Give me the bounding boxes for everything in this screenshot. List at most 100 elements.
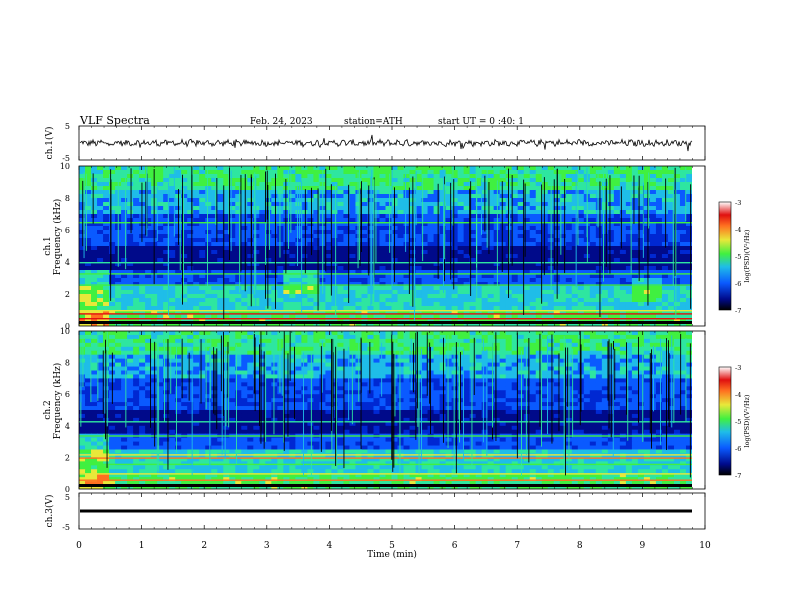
spectrogram-cell bbox=[427, 254, 435, 259]
spectrogram-cell bbox=[91, 250, 98, 255]
spectrogram-cell bbox=[601, 174, 609, 179]
spectrogram-cell bbox=[607, 178, 615, 183]
spectrogram-cell bbox=[127, 178, 134, 183]
spectrogram-cell bbox=[151, 318, 158, 323]
spectrogram-cell bbox=[601, 282, 609, 287]
spectrogram-cell bbox=[523, 338, 531, 344]
spectrogram-cell bbox=[169, 206, 176, 211]
spectrogram-cell bbox=[289, 242, 296, 247]
spectrogram-cell bbox=[667, 186, 675, 191]
spectrogram-cell bbox=[259, 194, 266, 199]
spectrogram-cell bbox=[379, 222, 387, 227]
spectrogram-cell bbox=[85, 270, 92, 275]
spectrogram-cell bbox=[661, 274, 669, 279]
spectrogram-cell bbox=[475, 206, 483, 211]
spectrogram-cell bbox=[613, 174, 621, 179]
spectrogram-cell bbox=[583, 294, 591, 299]
spectrogram-cell bbox=[319, 298, 326, 303]
spectrogram-cell bbox=[451, 338, 459, 344]
spectrogram-cell bbox=[433, 258, 441, 263]
spectrogram-cell bbox=[301, 226, 308, 231]
spectrogram-cell bbox=[457, 278, 465, 283]
spectrogram-cell bbox=[139, 331, 146, 336]
spectrogram-cell bbox=[199, 254, 206, 259]
spectrogram-cell bbox=[601, 226, 609, 231]
spectrogram-cell bbox=[457, 262, 465, 267]
spectrogram-cell bbox=[307, 346, 314, 352]
spectrogram-cell bbox=[433, 238, 441, 243]
spectrogram-cell bbox=[559, 282, 567, 287]
spectrogram-cell bbox=[595, 214, 603, 219]
ch1-colorbar-tick-labels: -3-4-5-6-7 bbox=[735, 199, 741, 315]
spectrogram-cell bbox=[583, 286, 591, 291]
spectrogram-cell bbox=[541, 194, 549, 199]
spectrogram-cell bbox=[367, 318, 375, 323]
spectrogram-cell bbox=[139, 314, 146, 319]
spectrogram-cell bbox=[571, 222, 579, 227]
spectrogram-cell bbox=[565, 182, 573, 187]
spectrogram-cell bbox=[121, 331, 128, 336]
spectrogram-cell bbox=[121, 306, 128, 311]
spectrogram-cell bbox=[559, 306, 567, 311]
spectrogram-cell bbox=[469, 194, 477, 199]
spectrogram-cell bbox=[283, 250, 290, 255]
spectrogram-cell bbox=[85, 178, 92, 183]
spectrogram-cell bbox=[361, 266, 369, 271]
spectrogram-cell bbox=[457, 290, 465, 295]
spectrogram-cell bbox=[91, 278, 98, 283]
spectrogram-cell bbox=[331, 230, 339, 235]
spectrogram-cell bbox=[301, 274, 308, 279]
spectrogram-cell bbox=[325, 190, 333, 195]
spectrogram-cell bbox=[97, 314, 104, 319]
spectrogram-cell bbox=[589, 174, 597, 179]
spectrogram-cell bbox=[283, 342, 290, 348]
spectrogram-cell bbox=[91, 270, 98, 275]
spectrogram-cell bbox=[361, 282, 369, 287]
spectrogram-cell bbox=[163, 350, 170, 356]
spectrogram-cell bbox=[247, 294, 254, 299]
spectrogram-cell bbox=[139, 266, 146, 271]
spectrogram-cell bbox=[241, 262, 248, 267]
spectrogram-cell bbox=[673, 226, 681, 231]
spectrogram-cell bbox=[313, 318, 320, 323]
spectrogram-cell bbox=[619, 270, 627, 275]
spectrogram-cell bbox=[127, 194, 134, 199]
spectrogram-cell bbox=[385, 282, 393, 287]
spectrogram-cell bbox=[145, 334, 152, 340]
spectrogram-cell bbox=[433, 274, 441, 279]
spectrogram-cell bbox=[637, 214, 645, 219]
spectrogram-cell bbox=[625, 254, 633, 259]
spectrogram-cell bbox=[589, 274, 597, 279]
spectrogram-cell bbox=[235, 342, 242, 348]
spectrogram-cell bbox=[541, 174, 549, 179]
spectrogram-cell bbox=[547, 342, 555, 348]
spectrogram-cell bbox=[643, 258, 651, 263]
spectrogram-cell bbox=[349, 310, 357, 315]
spectrogram-cell bbox=[343, 310, 351, 315]
spectrogram-cell bbox=[85, 262, 92, 267]
spectrogram-cell bbox=[457, 334, 465, 340]
spectrogram-cell bbox=[253, 254, 260, 259]
spectrogram-cell bbox=[373, 250, 381, 255]
spectrogram-cell bbox=[559, 274, 567, 279]
spectrogram-cell bbox=[79, 298, 86, 303]
spectrogram-cell bbox=[145, 222, 152, 227]
spectrogram-cell bbox=[511, 198, 519, 203]
spectrogram-cell bbox=[655, 286, 663, 291]
spectrogram-cell bbox=[613, 210, 621, 215]
spectrogram-cell bbox=[181, 242, 188, 247]
spectrogram-cell bbox=[91, 274, 98, 279]
spectrogram-cell bbox=[427, 210, 435, 215]
spectrogram-cell bbox=[535, 266, 543, 271]
spectrogram-cell bbox=[181, 254, 188, 259]
spectrogram-cell bbox=[85, 310, 92, 315]
spectrogram-cell bbox=[277, 238, 284, 243]
spectrogram-cell bbox=[541, 246, 549, 251]
spectrogram-cell bbox=[613, 278, 621, 283]
spectrogram-cell bbox=[295, 170, 302, 175]
spectrogram-cell bbox=[523, 266, 531, 271]
spectrogram-cell bbox=[373, 306, 381, 311]
spectrogram-cell bbox=[517, 186, 525, 191]
spectrogram-cell bbox=[85, 334, 92, 340]
spectrogram-cell bbox=[325, 226, 333, 231]
